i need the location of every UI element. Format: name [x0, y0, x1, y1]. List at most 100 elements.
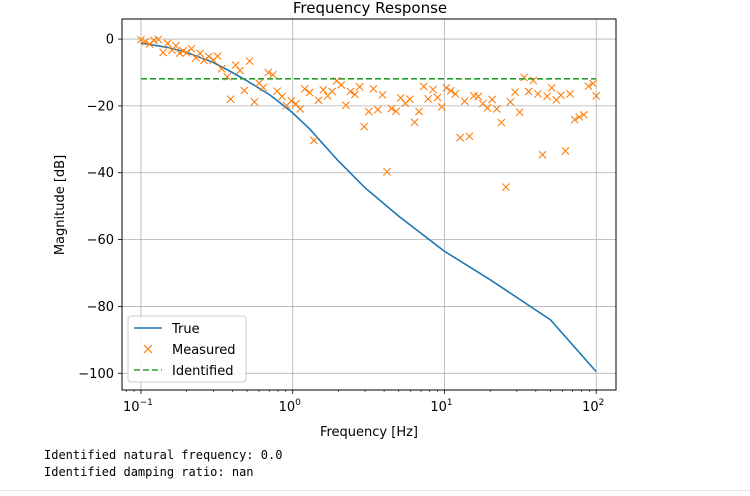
measured-point — [579, 110, 588, 119]
measured-point — [433, 93, 442, 102]
measured-point — [305, 88, 314, 97]
measured-point — [561, 147, 570, 156]
measured-point — [592, 91, 601, 100]
measured-point — [369, 84, 378, 93]
measured-point — [575, 112, 584, 121]
x-axis-label: Frequency [Hz] — [320, 425, 418, 440]
measured-point — [141, 37, 150, 46]
measured-point — [250, 97, 259, 106]
measured-point — [460, 97, 469, 106]
measured-point — [226, 95, 235, 104]
measured-point — [497, 118, 506, 127]
measured-point — [424, 94, 433, 103]
measured-point — [204, 52, 213, 61]
measured-point — [543, 92, 552, 101]
measured-point — [213, 52, 222, 61]
measured-point — [199, 56, 208, 65]
y-tick-label: −40 — [87, 166, 114, 181]
measured-point — [556, 91, 565, 100]
measured-point — [346, 87, 355, 96]
measured-point — [136, 35, 145, 44]
measured-point — [145, 40, 154, 49]
measured-point — [465, 132, 474, 141]
measured-point — [259, 83, 268, 92]
measured-point — [589, 79, 598, 88]
frequency-response-chart: Frequency Response 10−1 100 101 102 0 −20 −40 −… — [53, 0, 617, 440]
x-tick-label: 101 — [430, 398, 452, 415]
measured-point — [524, 87, 533, 96]
measured-point — [360, 122, 369, 131]
measured-point — [492, 104, 501, 113]
measured-point — [163, 39, 172, 48]
measured-point — [456, 133, 465, 142]
measured-point — [410, 118, 419, 127]
measured-point — [387, 104, 396, 113]
measured-point — [337, 80, 346, 89]
measured-point — [442, 83, 451, 92]
legend-true-label: True — [171, 322, 200, 337]
x-tick-label: 10−1 — [123, 398, 153, 415]
ticks: 10−1 100 101 102 0 −20 −40 −60 −80 −100 — [78, 33, 604, 415]
x-tick-label: 100 — [279, 398, 302, 415]
measured-point — [264, 68, 273, 77]
measured-point — [570, 115, 579, 124]
y-tick-label: −20 — [87, 99, 114, 114]
measured-point — [328, 87, 337, 96]
measured-point — [382, 167, 391, 176]
measured-point — [474, 92, 483, 101]
measured-point — [314, 96, 323, 105]
measured-point — [300, 84, 309, 93]
legend-identified-label: Identified — [172, 364, 233, 379]
measured-point — [240, 86, 249, 95]
measured-point — [341, 101, 350, 110]
measured-point — [419, 82, 428, 91]
measured-point — [309, 136, 318, 145]
measured-point — [175, 49, 184, 58]
measured-point — [217, 64, 226, 73]
measured-point — [501, 183, 510, 192]
measured-point — [319, 85, 328, 94]
legend-measured-swatch — [143, 344, 153, 354]
measured-point — [287, 96, 296, 105]
measured-point — [547, 83, 556, 92]
measured-point — [373, 105, 382, 114]
measured-point — [529, 76, 538, 85]
measured-point — [268, 70, 277, 79]
measured-point — [515, 108, 524, 117]
measured-point — [446, 86, 455, 95]
measured-point — [159, 48, 168, 57]
measured-point — [451, 89, 460, 98]
axes-frame — [121, 18, 617, 391]
true-response-line — [140, 42, 597, 373]
measured-point — [187, 44, 196, 53]
measured-point — [350, 90, 359, 99]
grid — [122, 19, 616, 390]
measured-point — [171, 41, 180, 50]
measured-point — [584, 82, 593, 91]
measured-point — [278, 92, 286, 101]
measured-point — [296, 104, 305, 113]
measured-point — [405, 95, 414, 104]
y-axis-label: Magnitude [dB] — [53, 155, 68, 255]
measured-point — [245, 57, 254, 66]
chart-title: Frequency Response — [293, 0, 447, 17]
measured-point — [511, 88, 520, 97]
measured-point — [196, 49, 205, 58]
measured-point — [533, 89, 542, 98]
y-tick-label: −80 — [87, 300, 114, 315]
legend-measured-label: Measured — [172, 343, 236, 358]
measured-point — [483, 103, 492, 112]
measured-point — [231, 61, 240, 70]
measured-point — [566, 89, 575, 98]
series — [136, 35, 601, 373]
measured-point — [538, 150, 547, 159]
y-tick-label: −100 — [78, 367, 114, 382]
measured-point — [392, 107, 401, 116]
output-damping-ratio: Identified damping ratio: nan — [44, 465, 254, 479]
y-tick-label: −60 — [87, 233, 114, 248]
measured-point — [428, 85, 437, 94]
output-natural-frequency: Identified natural frequency: 0.0 — [44, 448, 283, 462]
measured-point — [236, 66, 245, 75]
measured-point — [378, 90, 387, 99]
measured-point — [355, 82, 364, 91]
